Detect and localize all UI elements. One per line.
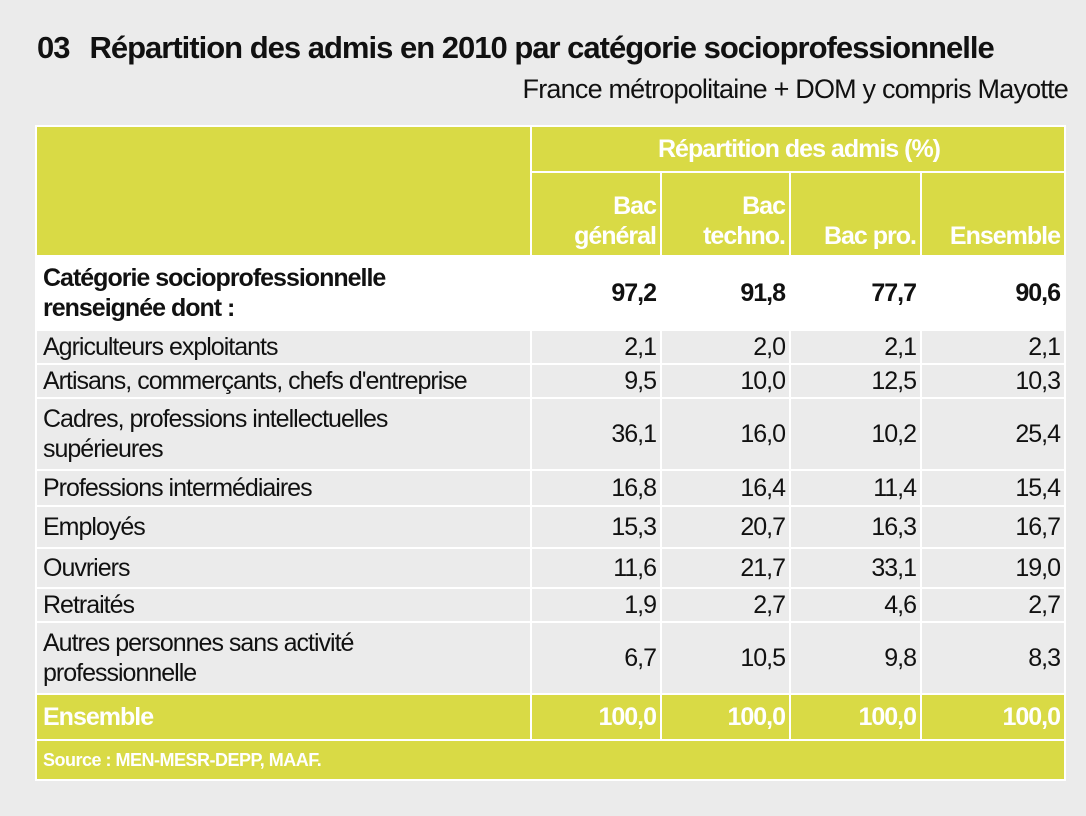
column-header-line: général [574, 222, 657, 250]
source-note: Source : MEN-MESR-DEPP, MAAF. [35, 739, 1066, 781]
table-row: Artisans, commerçants, chefs d'entrepris… [35, 363, 1066, 399]
column-header-line: Bac [613, 192, 657, 220]
total-value: 100,0 [660, 693, 791, 741]
label-line: renseignée dont : [43, 294, 235, 322]
cell-value: 10,2 [789, 397, 922, 471]
main-row-value: 97,2 [530, 255, 662, 331]
cell-value: 16,3 [789, 505, 922, 549]
column-header-line: Bac [742, 192, 786, 220]
data-table: Répartition des admis (%) Bac général Bac t… [35, 125, 1066, 781]
row-label: Cadres, professions intellectuelles supér… [35, 397, 532, 471]
table-row: Professions intermédiaires 16,8 16,4 11,4 15… [35, 469, 1066, 507]
label-line: Autres personnes sans activité [43, 629, 354, 657]
group-header: Répartition des admis (%) [530, 125, 1066, 173]
title-number: 03 [37, 30, 70, 65]
cell-value: 20,7 [660, 505, 791, 549]
cell-value: 12,5 [789, 363, 922, 399]
cell-value: 16,4 [660, 469, 791, 507]
label-line: Professions intermédiaires [43, 474, 313, 502]
header-corner [35, 125, 532, 257]
total-row: Ensemble 100,0 100,0 100,0 100,0 [35, 693, 1066, 741]
table-row: Autres personnes sans activité profession… [35, 621, 1066, 695]
column-header: Bac pro. [789, 171, 922, 257]
cell-value: 33,1 [789, 547, 922, 589]
label-line: Retraités [43, 591, 135, 619]
main-row-value: 77,7 [789, 255, 922, 331]
column-header: Bac techno. [660, 171, 791, 257]
label-line: Cadres, professions intellectuelles [43, 405, 388, 433]
total-value: 100,0 [530, 693, 662, 741]
label-line: Ouvriers [43, 554, 130, 582]
cell-value: 2,0 [660, 329, 791, 365]
cell-value: 36,1 [530, 397, 662, 471]
cell-value: 10,5 [660, 621, 791, 695]
page-title: 03 Répartition des admis en 2010 par caté… [37, 30, 995, 66]
column-header: Ensemble [920, 171, 1066, 257]
table-row: Retraités 1,9 2,7 4,6 2,7 [35, 587, 1066, 623]
row-label: Retraités [35, 587, 532, 623]
title-text: Répartition des admis en 2010 par catégo… [89, 30, 994, 65]
cell-value: 21,7 [660, 547, 791, 589]
total-value: 100,0 [789, 693, 922, 741]
column-header-line: techno. [703, 222, 786, 250]
cell-value: 4,6 [789, 587, 922, 623]
total-label: Ensemble [35, 693, 532, 741]
table-row: Ouvriers 11,6 21,7 33,1 19,0 [35, 547, 1066, 589]
cell-value: 2,7 [920, 587, 1066, 623]
subtitle: France métropolitaine + DOM y compris Ma… [522, 74, 1069, 104]
cell-value: 2,1 [920, 329, 1066, 365]
row-label: Artisans, commerçants, chefs d'entrepris… [35, 363, 532, 399]
row-label: Ouvriers [35, 547, 532, 589]
cell-value: 8,3 [920, 621, 1066, 695]
cell-value: 10,3 [920, 363, 1066, 399]
cell-value: 2,7 [660, 587, 791, 623]
table-row: Cadres, professions intellectuelles supér… [35, 397, 1066, 471]
cell-value: 15,4 [920, 469, 1066, 507]
label-line: Employés [43, 513, 146, 541]
cell-value: 2,1 [789, 329, 922, 365]
column-header-line: Bac pro. [823, 222, 917, 250]
row-label: Autres personnes sans activité profession… [35, 621, 532, 695]
cell-value: 19,0 [920, 547, 1066, 589]
label-line: professionnelle [43, 659, 197, 687]
label-line: Catégorie socioprofessionnelle [43, 264, 386, 292]
column-header: Bac général [530, 171, 662, 257]
cell-value: 9,5 [530, 363, 662, 399]
row-label: Agriculteurs exploitants [35, 329, 532, 365]
main-row-value: 91,8 [660, 255, 791, 331]
cell-value: 25,4 [920, 397, 1066, 471]
table-row: Agriculteurs exploitants 2,1 2,0 2,1 2,1 [35, 329, 1066, 365]
cell-value: 16,8 [530, 469, 662, 507]
cell-value: 16,0 [660, 397, 791, 471]
cell-value: 2,1 [530, 329, 662, 365]
cell-value: 10,0 [660, 363, 791, 399]
label-line: Artisans, commerçants, chefs d'entrepris… [43, 367, 468, 395]
row-label: Employés [35, 505, 532, 549]
column-header-line: Ensemble [949, 222, 1061, 250]
cell-value: 11,6 [530, 547, 662, 589]
main-row-label: Catégorie socioprofessionnelle renseignée… [35, 255, 532, 331]
cell-value: 11,4 [789, 469, 922, 507]
row-label: Professions intermédiaires [35, 469, 532, 507]
cell-value: 16,7 [920, 505, 1066, 549]
cell-value: 9,8 [789, 621, 922, 695]
label-line: supérieures [43, 435, 164, 463]
cell-value: 6,7 [530, 621, 662, 695]
main-row-value: 90,6 [920, 255, 1066, 331]
label-line: Agriculteurs exploitants [43, 333, 278, 361]
table-row: Employés 15,3 20,7 16,3 16,7 [35, 505, 1066, 549]
total-value: 100,0 [920, 693, 1066, 741]
cell-value: 1,9 [530, 587, 662, 623]
cell-value: 15,3 [530, 505, 662, 549]
